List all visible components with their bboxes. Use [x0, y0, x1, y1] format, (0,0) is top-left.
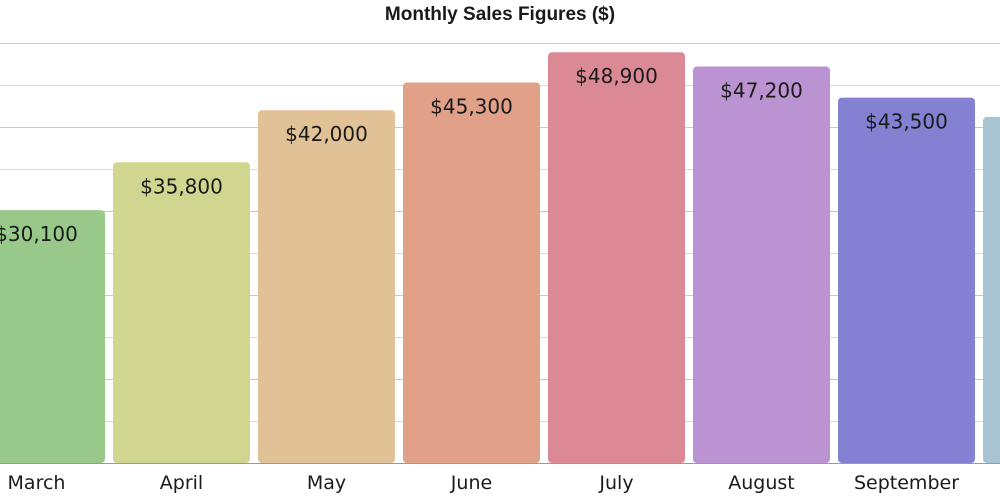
bar-april: [113, 162, 250, 463]
data-labels: $30,100 $35,800 $42,000 $45,300 $48,900 $47,2…: [0, 64, 948, 246]
category-label-march: March: [8, 472, 66, 494]
bar-august: [693, 66, 830, 464]
category-label-august: August: [728, 472, 795, 494]
category-label-april: April: [160, 472, 203, 494]
bars: [0, 52, 1000, 464]
data-label-july: $48,900: [575, 64, 658, 88]
data-label-september: $43,500: [865, 110, 948, 134]
bar-july: [548, 52, 685, 464]
data-label-april: $35,800: [140, 174, 223, 198]
data-label-august: $47,200: [720, 79, 803, 103]
data-label-may: $42,000: [285, 122, 368, 146]
data-label-march: $30,100: [0, 222, 78, 246]
bar-september: [838, 97, 975, 463]
bar-march: [0, 210, 105, 463]
category-label-september: September: [854, 472, 959, 494]
bar-may: [258, 110, 395, 463]
bar-october: [983, 116, 1000, 463]
category-labels: MarchAprilMayJuneJulyAugustSeptemberOcto…: [8, 472, 960, 494]
category-label-june: June: [450, 472, 492, 494]
data-label-june: $45,300: [430, 94, 513, 118]
category-label-may: May: [307, 472, 346, 494]
category-label-july: July: [598, 472, 633, 494]
chart-title: Monthly Sales Figures ($): [385, 4, 615, 25]
bar-june: [403, 82, 540, 463]
